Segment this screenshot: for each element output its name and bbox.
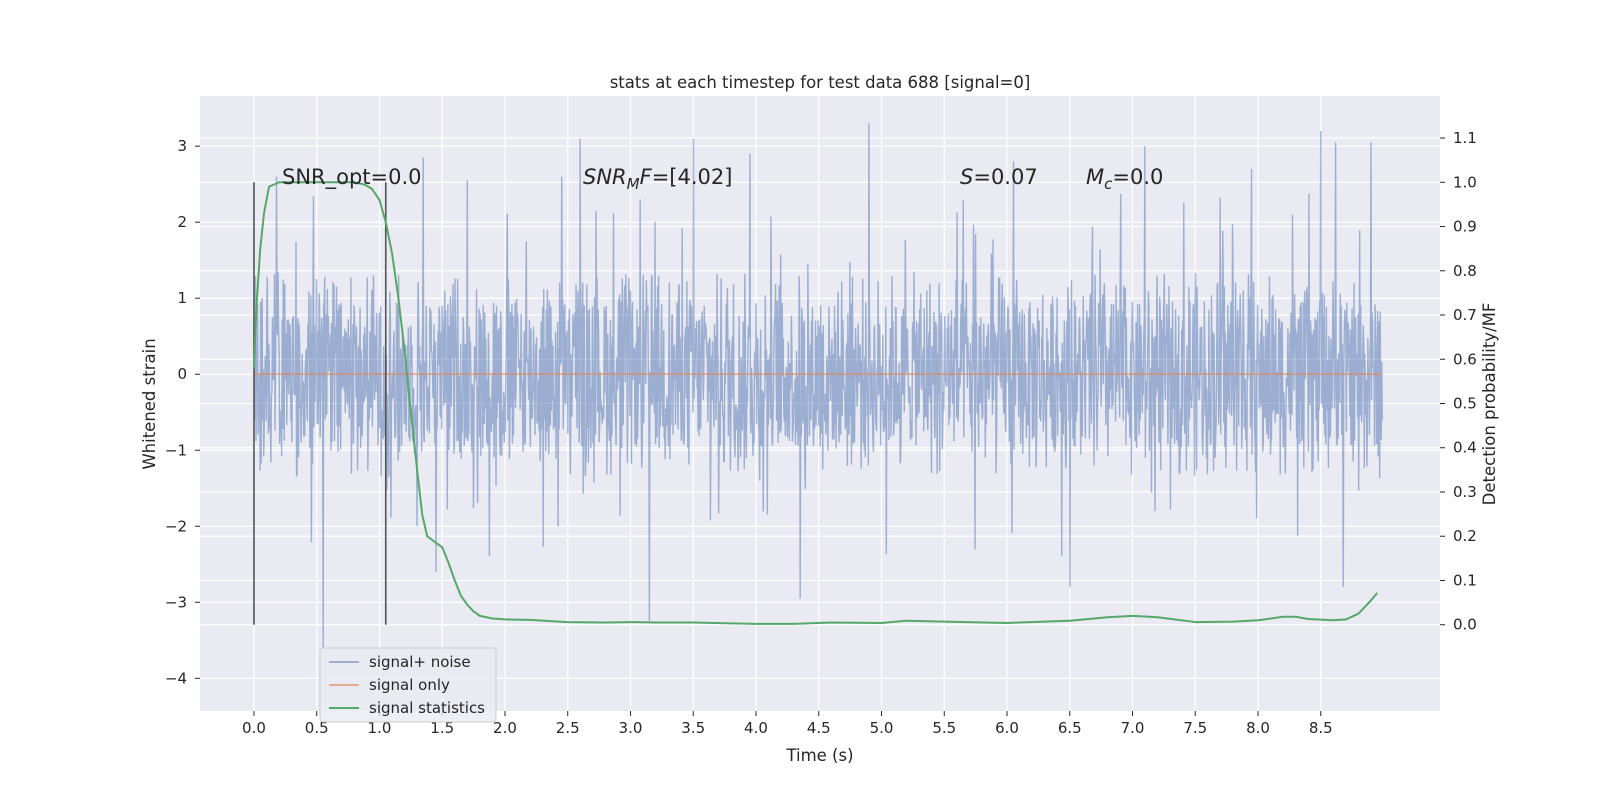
x-axis-ticks: 0.0 0.5 1.0 1.5 2.0 2.5 3.0 3.5 4.0 4.5 5.0 5.5 6.0 6… [242, 711, 1333, 737]
y-tick-label: −3 [165, 593, 187, 611]
x-tick-label: 0.0 [242, 719, 266, 737]
y2-tick-label: 0.4 [1453, 439, 1477, 457]
x-tick-label: 1.5 [430, 719, 454, 737]
y2-axis-label: Detection probability/MF [1480, 303, 1499, 506]
legend-label-signal: signal only [369, 676, 450, 694]
y-axis-ticks: 3 2 1 0 −1 −2 −3 −4 [165, 137, 200, 687]
signal-statistics-line [252, 181, 1379, 625]
annotation-snr-mf: SNRMF=[4.02] [583, 165, 732, 193]
legend-label-noise: signal+ noise [369, 653, 471, 671]
legend-label-stats: signal statistics [369, 699, 485, 717]
y-tick-label: 0 [177, 365, 187, 383]
x-tick-label: 0.5 [305, 719, 329, 737]
x-tick-label: 1.0 [368, 719, 392, 737]
y2-tick-label: 1.1 [1453, 129, 1477, 147]
x-tick-label: 4.0 [744, 719, 768, 737]
y2-tick-label: 1.0 [1453, 173, 1477, 191]
x-axis-label: Time (s) [785, 746, 853, 765]
x-tick-label: 6.5 [1058, 719, 1082, 737]
annotation-snr-mf-base: SNR [583, 165, 627, 189]
x-tick-label: 5.5 [932, 719, 956, 737]
x-tick-label: 4.5 [807, 719, 831, 737]
x-tick-label: 7.5 [1183, 719, 1207, 737]
series-signal-statistics [252, 181, 1379, 625]
x-tick-label: 6.0 [995, 719, 1019, 737]
event-markers [253, 182, 387, 625]
y2-tick-label: 0.7 [1453, 306, 1477, 324]
annotation-snr-mf-f: F [640, 165, 653, 189]
y2-tick-label: 0.1 [1453, 571, 1477, 589]
x-tick-label: 8.0 [1246, 719, 1270, 737]
legend: signal+ noise signal only signal statist… [319, 647, 497, 723]
annotation-s: S=0.07 [960, 165, 1038, 189]
x-tick-label: 2.5 [556, 719, 580, 737]
annotation-s-value: =0.07 [973, 165, 1037, 189]
y-tick-label: 1 [177, 289, 187, 307]
chart-title: stats at each timestep for test data 688… [610, 73, 1031, 92]
x-tick-label: 2.0 [493, 719, 517, 737]
series-signal-noise [253, 123, 1383, 648]
annotation-snr-mf-value: =[4.02] [652, 165, 733, 189]
y2-tick-label: 0.3 [1453, 483, 1477, 501]
y-tick-label: 2 [177, 213, 187, 231]
y2-tick-label: 0.0 [1453, 616, 1477, 634]
y2-tick-label: 0.2 [1453, 527, 1477, 545]
annotation-snr-mf-sub: M [627, 175, 640, 193]
y2-tick-label: 0.8 [1453, 262, 1477, 280]
annotation-mc-value: =0.0 [1112, 165, 1163, 189]
x-tick-label: 5.0 [870, 719, 894, 737]
y-tick-label: −2 [165, 517, 187, 535]
annotation-mc-sub: c [1104, 175, 1113, 193]
y-axis-label: Whitened strain [140, 338, 159, 469]
x-tick-label: 3.5 [681, 719, 705, 737]
annotation-snr-opt: SNR_opt=0.0 [282, 165, 422, 190]
y-tick-label: −4 [165, 669, 187, 687]
x-tick-label: 8.5 [1309, 719, 1333, 737]
annotation-s-symbol: S [960, 165, 973, 189]
y2-axis-ticks: 1.1 1.0 0.9 0.8 0.7 0.6 0.5 0.4 0.3 0.2 0.1 0.0 [1440, 129, 1477, 634]
y-tick-label: −1 [165, 441, 187, 459]
y-tick-label: 3 [177, 137, 187, 155]
x-tick-label: 7.0 [1121, 719, 1145, 737]
legend-box [319, 647, 497, 723]
y2-tick-label: 0.5 [1453, 395, 1477, 413]
annotation-mc: Mc=0.0 [1086, 165, 1163, 193]
y2-tick-label: 0.9 [1453, 218, 1477, 236]
x-tick-label: 3.0 [619, 719, 643, 737]
noise-trace [253, 123, 1383, 648]
annotation-mc-symbol: M [1086, 165, 1104, 189]
y2-tick-label: 0.6 [1453, 350, 1477, 368]
